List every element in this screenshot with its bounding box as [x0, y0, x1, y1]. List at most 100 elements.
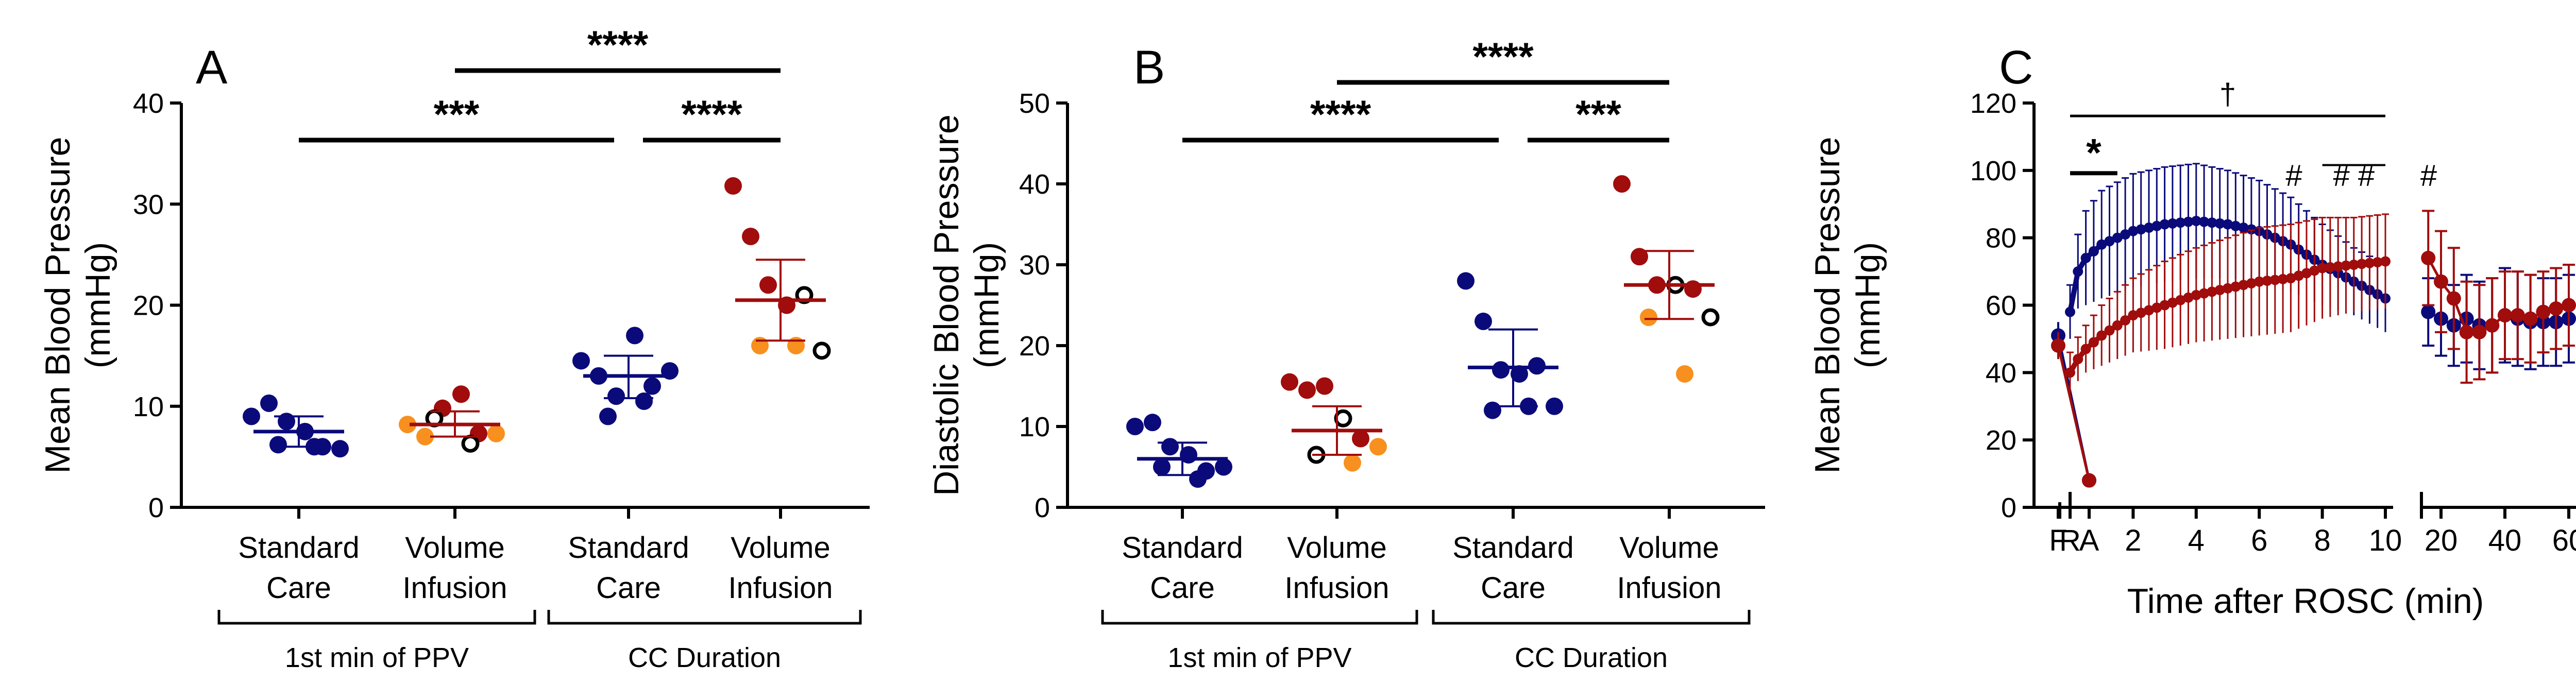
category-label: Infusion [1617, 571, 1721, 605]
data-point [2183, 216, 2194, 227]
data-point [2088, 246, 2099, 257]
data-point [2214, 285, 2225, 296]
significance-label: **** [681, 93, 742, 136]
data-point [1457, 272, 1475, 290]
data-point [2510, 308, 2525, 323]
category-label: Care [1481, 571, 1546, 605]
data-point [2472, 325, 2487, 339]
data-point [2459, 325, 2474, 339]
y-tick-label: 10 [133, 391, 164, 422]
y-tick-label: 100 [1970, 156, 2016, 186]
group-label: 1st min of PPV [1167, 642, 1351, 673]
data-point [2485, 318, 2500, 333]
data-point [461, 434, 480, 453]
data-point [2144, 223, 2154, 233]
x-tick-label: 2 [2125, 524, 2141, 557]
data-point [2301, 268, 2312, 279]
y-tick-label: 20 [1986, 425, 2016, 456]
data-point [331, 440, 349, 458]
data-point [1369, 438, 1387, 456]
x-tick-label: F [2049, 524, 2067, 557]
data-point [1546, 397, 1563, 415]
data-point [2175, 295, 2186, 305]
panel-letter: C [1999, 41, 2033, 94]
data-point [1316, 377, 1333, 395]
data-point [452, 385, 470, 403]
data-point [2073, 354, 2083, 365]
data-point [2421, 304, 2436, 319]
data-point [1684, 280, 1702, 298]
data-point [742, 228, 759, 246]
data-point [2128, 310, 2139, 321]
data-point [2120, 229, 2131, 240]
category-label: Volume [405, 531, 504, 565]
panel-a: A Mean Blood Pressure (mmHg) 0 10 20 30 40 Stand… [38, 23, 870, 673]
y-tick-label: 0 [1035, 492, 1050, 523]
data-point [2434, 274, 2448, 289]
data-point [635, 392, 653, 410]
data-point [1189, 470, 1207, 488]
data-point [1153, 458, 1171, 476]
data-point [2159, 300, 2170, 311]
data-point [1126, 418, 1144, 435]
data-point [2080, 344, 2091, 354]
data-point [2223, 219, 2233, 230]
x-tick-label: 20 [2425, 524, 2458, 557]
data-point [2096, 239, 2107, 250]
data-point [2230, 281, 2241, 292]
significance-label: **** [587, 23, 649, 67]
y-tick-label: 40 [1986, 357, 2016, 388]
data-point [243, 407, 260, 425]
data-point [2278, 274, 2289, 284]
y-tick-label: 10 [1019, 412, 1050, 442]
category-label: Infusion [728, 571, 833, 605]
y-tick-label: 0 [2001, 492, 2016, 523]
category-label: Standard [568, 531, 689, 565]
significance-label: *** [1575, 93, 1621, 136]
data-point [2065, 306, 2075, 317]
data-point [751, 337, 769, 354]
data-point [2341, 260, 2351, 271]
x-tick-label: 10 [2369, 524, 2402, 557]
annotation-label: # # [2333, 159, 2375, 192]
data-point [1215, 458, 1232, 476]
category-label: Infusion [402, 571, 507, 605]
data-point [416, 428, 434, 446]
data-point [2073, 266, 2083, 277]
group-label: 1st min of PPV [285, 642, 469, 673]
x-tick-label: 40 [2488, 524, 2522, 557]
data-point [2254, 276, 2265, 287]
data-point [2080, 252, 2091, 263]
y-tick-label: 20 [133, 291, 164, 321]
x-tick-label: R [2059, 524, 2081, 557]
data-point [1281, 373, 1298, 391]
data-point [2348, 260, 2359, 270]
significance-label: *** [434, 93, 480, 136]
y-axis-title: Mean Blood Pressure [38, 137, 77, 474]
data-point [1161, 438, 1179, 456]
data-point [2199, 216, 2210, 227]
category-label: Standard [1452, 531, 1573, 565]
data-point [2357, 259, 2367, 269]
y-tick-label: 30 [1019, 250, 1050, 281]
y-tick-label: 0 [148, 492, 164, 523]
data-point [2167, 297, 2178, 308]
data-point [2421, 250, 2436, 265]
data-point [2136, 308, 2146, 318]
y-axis-title: (mmHg) [967, 242, 1006, 369]
data-point [2151, 220, 2162, 231]
data-point [2065, 367, 2075, 378]
data-point [2333, 261, 2344, 272]
panel-b: B Diastolic Blood Pressure (mmHg) 0 10 20 30 40… [927, 35, 1765, 673]
x-tick-label: 6 [2251, 524, 2267, 557]
data-point [2446, 291, 2461, 306]
category-label: Infusion [1284, 571, 1389, 605]
category-label: Volume [731, 531, 830, 565]
data-point [1631, 248, 1648, 266]
data-point [2120, 315, 2131, 326]
data-point [1640, 309, 1657, 327]
data-point [2309, 265, 2320, 276]
data-point [1344, 454, 1361, 472]
group-bracket [1101, 610, 1418, 625]
data-point [2246, 224, 2257, 235]
